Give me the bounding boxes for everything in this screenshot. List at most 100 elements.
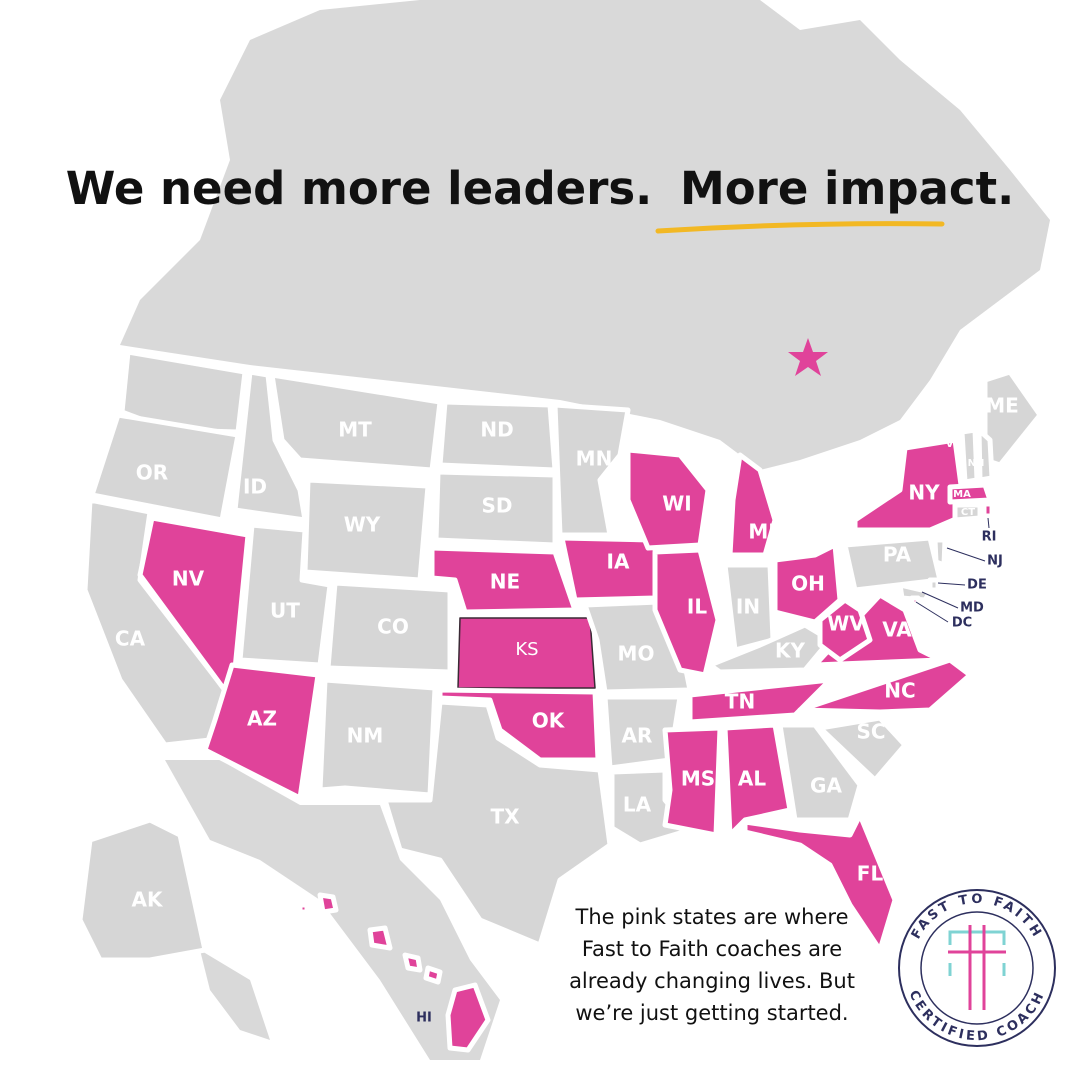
state-shape [402,952,423,973]
state-label: AK [132,888,164,912]
state-shape [325,580,453,675]
state-label: PA [883,543,912,567]
state-shape [742,812,898,953]
state-label: AL [738,767,766,791]
state-label: CO [377,615,409,639]
headline: We need more leaders. More impact. [66,162,1014,215]
state-label: NV [172,567,205,591]
state-label: WI [662,492,692,516]
badge-frame [948,930,1006,976]
state-label: KY [775,639,805,663]
leader-line [937,582,966,586]
state-label: MS [681,767,715,791]
state-label: UT [270,599,300,623]
state-shape [269,372,443,473]
state-label: ME [985,394,1019,418]
state-shape [976,427,995,483]
badge: FAST TO FAITH CERTIFIED COACH [898,889,1056,1047]
state-label: TX [490,805,520,829]
state-label: IN [736,595,760,619]
state-label: LA [623,793,652,817]
state-shape [817,597,873,663]
state-shape [662,725,723,838]
state-label: NJ [987,554,1003,569]
state-shape [927,577,941,593]
state-shape [817,715,908,783]
state-label: IA [607,550,630,574]
state-shape [429,545,578,615]
state-label: NC [884,679,915,703]
star [788,338,828,376]
state-shape [237,522,333,668]
state-label: NY [908,481,940,505]
leader-line [921,591,959,609]
caption: The pink states are where Fast to Faith … [569,905,855,1025]
state-shape [932,537,948,568]
state-label: MI [748,520,775,544]
state-label: DC [952,616,972,631]
state-label: GA [810,774,842,798]
state-label: KS [515,639,538,660]
state-shape [89,412,241,523]
state-label: RI [982,530,997,545]
state-label: FL [857,862,884,886]
state-shape [232,369,308,523]
state-shape [297,902,310,915]
state-label: HI [416,1011,432,1026]
state-label: WY [344,513,381,537]
underline [655,221,945,234]
state-label: DE [967,578,987,593]
state-shape [797,657,973,715]
state-label: NH [968,458,985,469]
state-label: OH [791,572,825,596]
badge-cross [948,925,1006,1010]
state-labels: OR CA ID NV MT WY UT AZ CO NM ND SD NE KS OK TX MN IA MO AR… [115,394,1019,1026]
caption-line: The pink states are where [575,905,849,929]
state-shape [897,582,933,603]
leader-line [987,517,990,529]
state-shape [722,722,793,838]
state-label: ND [480,418,513,442]
state-label: OK [532,709,566,733]
state-shape [77,817,208,963]
state-label: SD [481,494,512,518]
states [77,349,1043,1053]
state-shape [852,437,968,533]
alaska-land [200,950,270,1040]
state-label: TN [725,690,755,714]
state-shape [982,369,1043,468]
state-label: NE [490,570,520,594]
state-shape [625,447,711,551]
state-shape [433,469,558,548]
badge-ring [898,889,1056,1047]
state-label: WV [827,612,865,636]
state-label: AR [622,724,653,748]
state-shape [552,402,631,538]
state-shape [981,501,995,519]
state-shape [317,892,339,915]
state-label: OR [136,461,168,485]
state-label: VT [946,439,961,450]
state-shape [202,662,321,801]
state-label: MN [576,447,613,471]
state-label: AZ [247,707,277,731]
state-label: ID [243,475,267,499]
leader-line [915,601,949,623]
state-shape [772,542,843,625]
state-shape [687,677,833,725]
headline-part: We need more leaders. [66,162,652,215]
state-shape [652,547,721,678]
state-shape [947,482,993,505]
state-label: CA [115,627,146,651]
state-label: VA [882,618,912,642]
state-shape [457,617,596,689]
state-shape [317,677,438,798]
state-shape [423,965,443,985]
state-label: NM [347,724,384,748]
badge-inner-ring [920,911,1034,1025]
state-label: SC [856,720,885,744]
state-shape [382,699,613,948]
caption-line: already changing lives. But [569,969,855,993]
